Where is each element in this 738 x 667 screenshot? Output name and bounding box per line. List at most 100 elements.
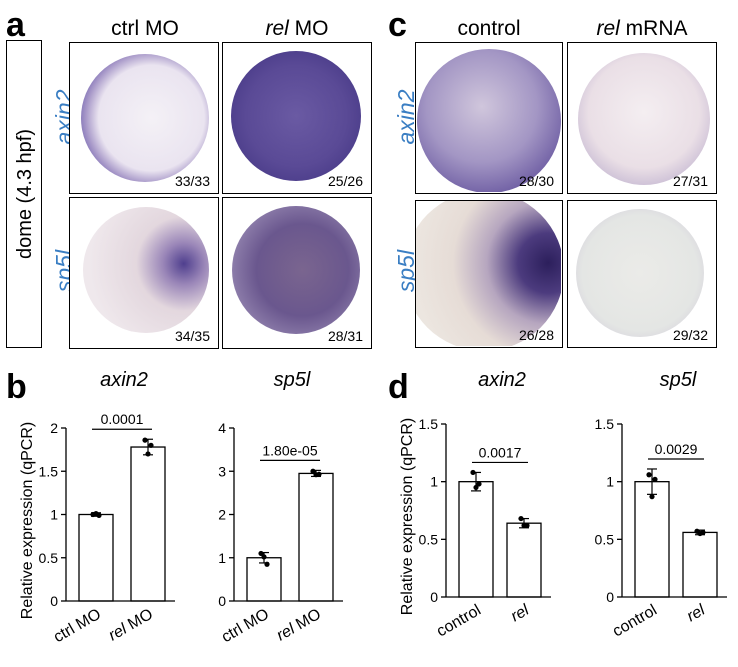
chart-d-axin2: axin2 Relative expression (qPCR) 0 0.5 1 1.5 c…	[399, 360, 580, 662]
col-header-control: control	[414, 18, 564, 39]
chart-title: sp5l	[660, 369, 697, 391]
x-tick-label: control	[610, 602, 660, 641]
x-tick-label: rel	[508, 602, 532, 626]
x-tick-label: rel MO	[274, 606, 324, 645]
data-point	[313, 472, 319, 478]
data-point	[310, 468, 316, 474]
data-point	[264, 561, 270, 567]
embryo-count: 25/26	[327, 173, 363, 189]
embryo-image-rel-axin2: 25/26	[222, 42, 372, 194]
data-point	[646, 472, 652, 478]
bar	[458, 481, 494, 598]
p-value-label: 0.0029	[655, 441, 698, 457]
panel-label-b: b	[6, 368, 27, 406]
panel-label-d: d	[388, 368, 409, 406]
col-header-text: ctrl MO	[111, 17, 179, 40]
x-tick-label-italic: rel	[684, 602, 708, 626]
y-tick-label: 1	[606, 474, 614, 490]
embryo-image-rel-mrna-axin2: 27/31	[567, 42, 717, 194]
chart-b-axin2: axin2 Relative expression (qPCR) 0 0.5 1 1.5 2…	[19, 360, 200, 662]
bar	[634, 481, 670, 598]
x-tick-label-text: MO	[121, 606, 156, 636]
embryo-image-rel-mrna-sp5l: 29/32	[567, 200, 717, 348]
chart-svg: sp5l 0 0.5 1 1.5 control rel 0.0029	[595, 369, 727, 641]
y-tick-label: 0.5	[419, 531, 439, 547]
col-header-ctrl-mo: ctrl MO	[70, 18, 220, 39]
col-header-text: mRNA	[619, 17, 688, 40]
panel-label-a: a	[6, 6, 25, 44]
data-point	[261, 554, 267, 560]
data-point	[93, 511, 99, 517]
x-tick-label-italic: rel	[508, 602, 532, 626]
data-point	[649, 494, 655, 500]
data-point	[476, 481, 482, 487]
x-tick-label: ctrl MO	[51, 606, 104, 646]
bar	[682, 531, 718, 598]
embryo-count: 27/31	[672, 173, 708, 189]
data-point	[470, 469, 476, 476]
data-point	[148, 442, 154, 448]
y-tick-label: 4	[218, 420, 226, 436]
chart-title: axin2	[100, 369, 148, 391]
data-point	[652, 476, 658, 482]
embryo-image-rel-sp5l: 28/31	[222, 197, 372, 349]
data-point	[145, 451, 151, 457]
col-header-italic: rel	[265, 17, 289, 40]
p-value-label: 1.80e-05	[262, 442, 317, 458]
y-tick-label: 0.5	[39, 550, 59, 566]
embryo-image-control-sp5l: 26/28	[415, 200, 563, 348]
y-tick-label: 1	[50, 507, 58, 523]
data-point	[258, 550, 264, 557]
y-tick-label: 1	[430, 474, 438, 490]
data-point	[518, 515, 524, 522]
y-tick-label: 0.5	[595, 531, 615, 547]
x-tick-label-text: MO	[289, 606, 324, 636]
y-axis-label: Relative expression (qPCR)	[20, 422, 36, 619]
data-point	[142, 437, 148, 443]
y-tick-label: 3	[218, 463, 226, 479]
y-tick-label: 0	[606, 589, 614, 605]
y-tick-label: 1.5	[419, 416, 439, 432]
x-tick-label-italic: rel	[274, 621, 298, 645]
chart-title: axin2	[478, 369, 526, 391]
col-header-italic: rel	[596, 17, 620, 40]
chart-svg: axin2 Relative expression (qPCR) 0 0.5 1 1.5 c…	[399, 369, 551, 641]
p-value-label: 0.0001	[101, 411, 144, 427]
bar	[78, 513, 114, 602]
chart-svg: sp5l 0 1 2 3 4 ctrl MO rel MO 1.80e-05	[218, 369, 343, 646]
col-header-text: control	[457, 17, 521, 40]
embryo-count: 34/35	[174, 328, 210, 344]
bar	[246, 557, 282, 602]
data-point	[473, 484, 479, 491]
x-tick-label: rel MO	[106, 606, 156, 645]
embryo-count: 26/28	[518, 327, 554, 343]
embryo-image-ctrl-sp5l: 34/35	[69, 197, 219, 349]
col-header-text: MO	[288, 17, 329, 40]
bar	[130, 446, 166, 602]
x-tick-label: control	[434, 602, 484, 641]
chart-svg: axin2 Relative expression (qPCR) 0 0.5 1 1.5 2…	[19, 369, 175, 646]
col-header-rel-mo: rel MO	[222, 18, 372, 39]
y-tick-label: 2	[218, 507, 226, 523]
y-tick-label: 1	[218, 550, 226, 566]
embryo-count: 28/30	[518, 173, 554, 189]
y-tick-label: 0	[50, 593, 58, 609]
col-header-rel-mrna: rel mRNA	[567, 18, 717, 39]
embryo-count: 33/33	[174, 173, 210, 189]
embryo-count: 28/31	[327, 328, 363, 344]
x-tick-label: ctrl MO	[219, 606, 272, 646]
y-tick-label: 1.5	[39, 463, 59, 479]
stage-label-box: dome (4.3 hpf)	[6, 40, 42, 348]
data-point	[521, 522, 527, 529]
x-tick-label: rel	[684, 602, 708, 626]
p-value-label: 0.0017	[479, 444, 522, 460]
y-tick-label: 1.5	[595, 416, 615, 432]
bar	[298, 472, 334, 602]
embryo-image-ctrl-axin2: 33/33	[69, 42, 219, 194]
chart-title: sp5l	[274, 369, 311, 391]
embryo-image-control-axin2: 28/30	[415, 42, 563, 194]
data-point	[697, 530, 703, 537]
chart-d-sp5l: sp5l 0 0.5 1 1.5 control rel 0.0029	[580, 360, 738, 662]
chart-b-sp5l: sp5l 0 1 2 3 4 ctrl MO rel MO 1.80e-05	[200, 360, 360, 662]
y-tick-label: 0	[430, 589, 438, 605]
